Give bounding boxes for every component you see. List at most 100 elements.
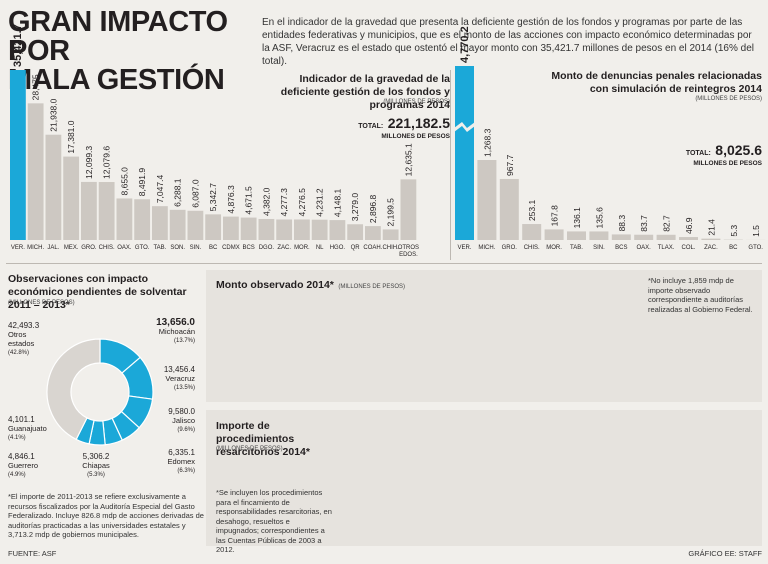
value-label-col: 46.9 — [684, 217, 694, 234]
tick-label-oax: OAX. — [637, 245, 652, 251]
divider-vertical — [450, 70, 451, 260]
value-label-gro: 12,099.3 — [84, 146, 94, 179]
value-label-qr: 3,279.0 — [350, 193, 360, 222]
tick-label-ver: VER. — [11, 245, 25, 251]
slice-name-otros-estados-2: estados — [8, 339, 35, 348]
tick-label-gro: GRO. — [81, 245, 97, 251]
slice-name-edomex: Edomex — [167, 457, 195, 466]
value-label-mich: 1,268.3 — [482, 128, 492, 157]
bar-bcs — [240, 217, 257, 240]
bar-col — [679, 237, 698, 240]
tick-label-chih: CHIH. — [382, 245, 399, 251]
tick-label-qr: QR — [351, 245, 361, 251]
value-label-tab: 136.1 — [572, 207, 582, 229]
slice-otros-estados — [46, 338, 101, 441]
value-label-gro: 967.7 — [505, 154, 515, 176]
slice-value-edomex: 6,335.1 — [168, 448, 195, 457]
value-label-tlax: 82.7 — [662, 215, 672, 232]
bar-coah — [365, 226, 381, 240]
slice-value-guerrero: 4,846.1 — [8, 452, 35, 461]
monto-observado-note: *No incluye 1,859 mdp de importe observa… — [648, 276, 753, 314]
slice-veracruz — [121, 356, 154, 400]
value-label-zac: 4,277.3 — [279, 188, 289, 217]
slice-pct-otros-estados: (42.8%) — [8, 350, 29, 356]
bar-gro — [81, 181, 97, 240]
intro-paragraph: En el indicador de la gravedad que prese… — [262, 17, 754, 67]
tick-label-gto: GTO. — [748, 245, 763, 251]
bar-mich — [477, 160, 497, 240]
value-label-cdmx: 4,876.3 — [226, 185, 236, 214]
tick-label-cdmx: CDMX — [222, 245, 240, 251]
tick-label-otros-edos-2: EDOS. — [399, 252, 418, 258]
bar-gro — [499, 178, 519, 240]
slice-value-guanajuato: 4,101.1 — [8, 415, 35, 424]
axis-break-mark — [454, 122, 475, 132]
denuncias-total-value: 8,025.6 — [715, 142, 762, 158]
value-label-nl: 4,231.2 — [315, 188, 325, 217]
monto-observado-unit: (MILLONES DE PESOS) — [338, 284, 406, 290]
tick-label-bc: BC — [209, 245, 218, 251]
slice-guanajuato — [75, 417, 95, 445]
resarcitorios-unit: (MILLONES DE PESOS) — [216, 446, 283, 452]
observaciones-unit: (MILLONES DE PESOS) — [8, 300, 75, 306]
denuncias-unit: (MILLONES DE PESOS) — [695, 96, 762, 102]
bar-sin — [589, 231, 609, 240]
denuncias-total-unit: MILLONES DE PESOS — [693, 160, 762, 167]
tick-label-coah: COAH. — [363, 245, 382, 251]
bar-chis — [522, 224, 542, 240]
value-label-oax: 8,655.0 — [119, 167, 129, 196]
gravedad-total-value: 221,182.5 — [387, 115, 450, 131]
tick-label-chis: CHIS. — [524, 245, 540, 251]
tick-label-gto: GTO. — [135, 245, 150, 251]
slice-value-otros-estados: 42,493.3 — [8, 321, 40, 330]
value-label-son: 6,288.1 — [173, 178, 183, 207]
monto-observado-heading: Monto observado 2014* (MILLONES DE PESOS… — [216, 275, 516, 293]
bar-mich — [27, 103, 44, 241]
value-label-sin: 135.6 — [594, 207, 604, 229]
observaciones-title: Observaciones con impacto económico pend… — [8, 273, 187, 311]
value-label-bcs: 88.3 — [617, 215, 627, 232]
bar-chis — [98, 182, 115, 240]
bar-tab — [152, 206, 168, 240]
bar-oax — [116, 198, 133, 240]
value-label-chih: 2,199.5 — [386, 198, 396, 227]
value-label-dgo: 4,382.0 — [261, 187, 271, 216]
slice-name-guerrero: Guerrero — [8, 461, 38, 470]
tick-label-tab: TAB. — [570, 245, 583, 251]
slice-pct-edomex: (6.3%) — [177, 468, 195, 474]
tick-label-mor: MOR. — [294, 245, 310, 251]
bar-ver — [455, 66, 474, 240]
value-label-jal: 21,938.0 — [48, 98, 58, 131]
slice-guerrero — [88, 419, 106, 446]
bar-qr — [347, 224, 364, 240]
bar-tlax — [656, 234, 676, 240]
slice-jalisco — [120, 395, 154, 429]
slice-value-chiapas: 5,306.2 — [83, 452, 110, 461]
tick-label-otros-edos-1: OTROS — [398, 245, 419, 251]
bar-mor — [294, 219, 310, 240]
tick-label-oax: OAX. — [117, 245, 132, 251]
bar-otros-edos — [400, 179, 417, 240]
gravedad-total-unit: MILLONES DE PESOS — [381, 133, 450, 140]
slice-pct-guerrero: (4.9%) — [8, 472, 26, 478]
tick-label-mor: MOR. — [546, 245, 562, 251]
slice-pct-michoac-n: (13.7%) — [174, 338, 195, 344]
slice-name-veracruz: Veracruz — [165, 374, 195, 383]
bar-chih — [382, 229, 399, 240]
slice-name-jalisco: Jalisco — [172, 416, 195, 425]
tick-label-hgo: HGO. — [330, 245, 346, 251]
value-label-mex: 17,381.0 — [66, 120, 76, 153]
value-label-sin: 6,087.0 — [190, 179, 200, 208]
headline: GRAN IMPACTO POR MALA GESTIÓN — [8, 8, 258, 95]
value-label-otros-edos: 12,635.1 — [403, 143, 413, 176]
value-label-oax: 83.7 — [639, 215, 649, 232]
tick-label-mex: MEX. — [64, 245, 79, 251]
resarcitorios-title: Importe de procedimientos resarcitorios … — [216, 420, 310, 458]
value-label-zac: 21.4 — [706, 219, 716, 236]
resarcitorios-note: *Se incluyen los procedimientos para el … — [216, 488, 332, 554]
tick-label-ver: VER. — [457, 245, 471, 251]
slice-pct-guanajuato: (4.1%) — [8, 435, 26, 441]
tick-label-nl: NL — [316, 245, 324, 251]
gravedad-total: TOTAL: 221,182.5 MILLONES DE PESOS — [330, 115, 450, 140]
bar-son — [169, 209, 186, 240]
